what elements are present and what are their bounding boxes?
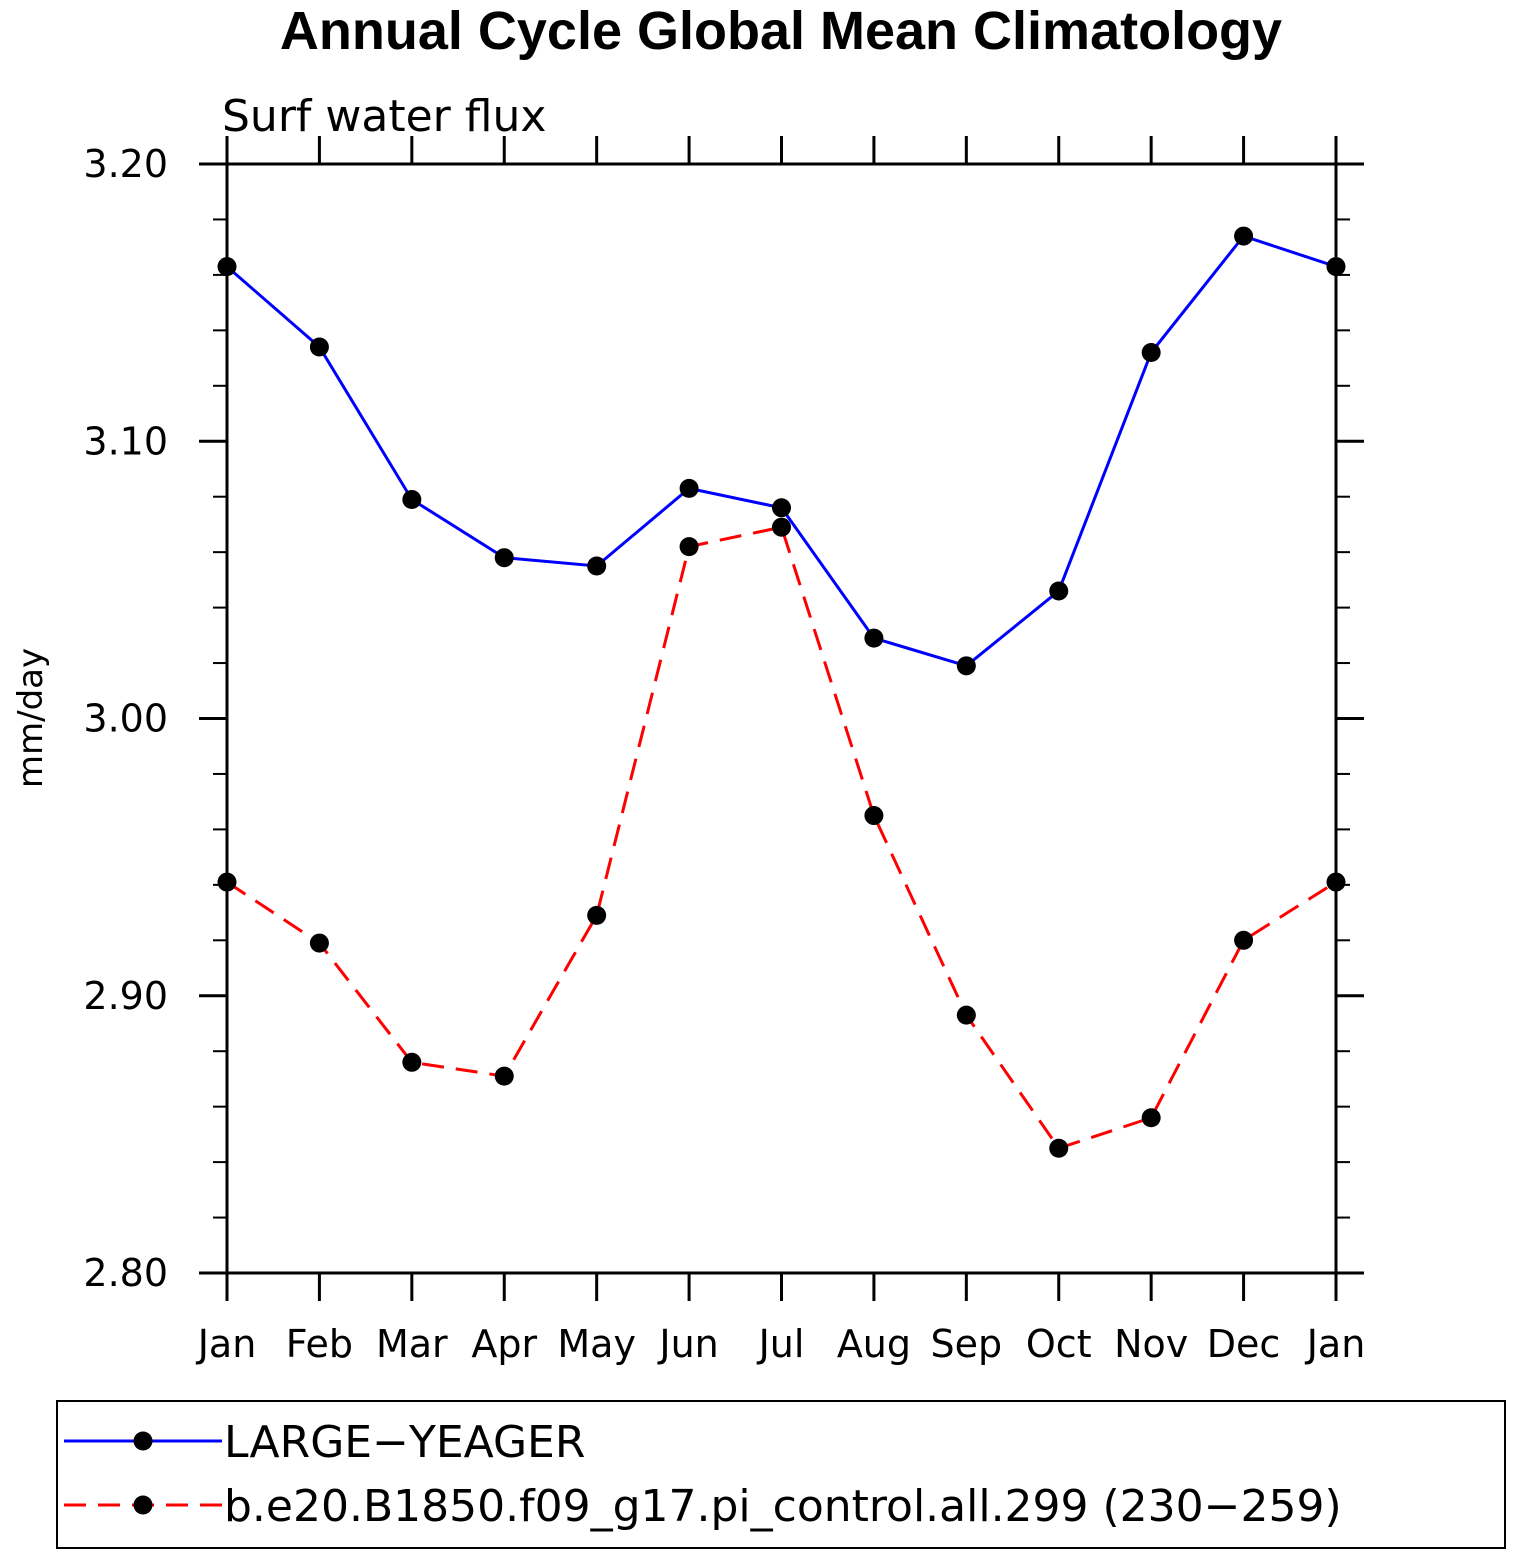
x-tick-label: Feb: [286, 1322, 353, 1366]
legend-marker-1: [133, 1495, 153, 1515]
series-0-point: [1141, 343, 1161, 363]
y-axis-label: mm/day: [11, 648, 51, 788]
series-0-point: [864, 628, 884, 648]
x-tick-label: Sep: [931, 1322, 1003, 1366]
series-1-point: [587, 905, 607, 925]
y-tick-label: 3.00: [83, 697, 168, 741]
x-tick-label: May: [557, 1322, 636, 1366]
legend-label-1: b.e20.B1850.f09_g17.pi_control.all.299 (…: [224, 1481, 1342, 1532]
x-tick-label: Jun: [657, 1322, 718, 1366]
legend: LARGE−YEAGER b.e20.B1850.f09_g17.pi_contr…: [56, 1400, 1506, 1549]
series-0-point: [772, 498, 791, 518]
series-0-point: [587, 556, 607, 576]
series-0-point: [402, 489, 422, 509]
series-layer: [217, 226, 1346, 1158]
legend-label-0: LARGE−YEAGER: [224, 1417, 585, 1468]
x-tick-label: Jan: [196, 1322, 257, 1366]
series-line-0: [226, 234, 1337, 668]
legend-marker-0: [133, 1431, 153, 1451]
legend-box: [56, 1400, 1506, 1549]
series-1-point: [1141, 1108, 1161, 1128]
series-1-point: [402, 1052, 422, 1072]
series-1-point: [772, 517, 791, 537]
x-tick-label: Jul: [757, 1322, 805, 1366]
x-tick-label: Nov: [1114, 1322, 1188, 1366]
x-tick-label: Apr: [471, 1322, 537, 1366]
series-1-point: [309, 933, 329, 953]
series-0-point: [679, 478, 699, 498]
series-0-point: [1234, 226, 1254, 246]
x-ticks: Jan Feb Mar Apr May Jun Jul Aug Sep Oct Nov Dec Jan: [196, 136, 1366, 1366]
y-tick-label: 3.20: [83, 142, 168, 186]
plot-frame: [225, 162, 1338, 1275]
series-line-1: [226, 525, 1337, 1151]
series-0-point: [309, 337, 329, 357]
x-tick-label: Oct: [1026, 1322, 1092, 1366]
y-tick-label: 2.90: [83, 974, 168, 1018]
chart-title: Annual Cycle Global Mean Climatology: [280, 1, 1282, 61]
series-1-point: [1049, 1138, 1069, 1158]
x-tick-label: Jan: [1305, 1322, 1366, 1366]
y-tick-label: 3.10: [83, 419, 168, 463]
series-1-point: [679, 537, 699, 557]
x-tick-label: Dec: [1207, 1322, 1281, 1366]
series-0-point: [1049, 581, 1069, 601]
x-tick-label: Aug: [837, 1322, 911, 1366]
series-1-point: [494, 1066, 514, 1086]
chart-subtitle: Surf water flux: [222, 91, 546, 142]
y-ticks: 2.80 2.90 3.00 3.10 3.20: [83, 142, 1364, 1295]
series-1-point: [864, 806, 884, 826]
series-0-point: [494, 548, 514, 568]
y-tick-label: 2.80: [83, 1251, 168, 1295]
series-1-point: [1234, 930, 1254, 950]
x-tick-label: Mar: [376, 1322, 448, 1366]
series-1-point: [956, 1005, 976, 1025]
series-0-point: [956, 656, 976, 676]
